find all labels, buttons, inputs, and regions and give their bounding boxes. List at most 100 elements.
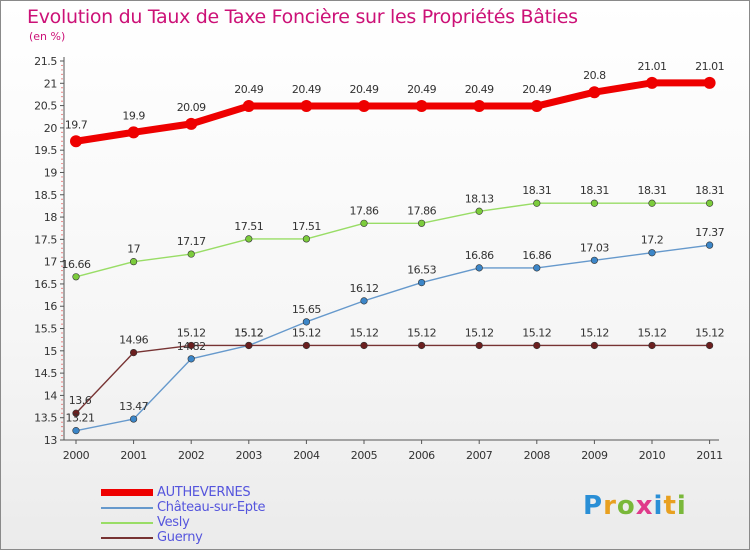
x-tick-label: 2007 xyxy=(466,449,493,462)
y-tick-label: 21.5 xyxy=(34,55,57,68)
data-point-vesly xyxy=(72,273,80,281)
data-label-guerny: 15.12 xyxy=(638,326,667,339)
y-minor-tick xyxy=(61,376,63,379)
legend-swatch xyxy=(101,489,153,496)
y-minor-tick xyxy=(61,180,63,182)
data-point-guerny xyxy=(187,341,195,350)
y-minor-tick xyxy=(61,91,63,93)
x-tick-label: 2004 xyxy=(293,449,320,462)
y-minor-tick xyxy=(61,403,63,405)
series-line-chateau-sur-epte xyxy=(75,244,711,432)
y-minor-tick xyxy=(61,434,63,437)
y-tick-label: 21 xyxy=(44,77,57,90)
y-minor-tick xyxy=(61,158,63,160)
y-minor-tick xyxy=(61,185,63,187)
data-label-chateau-sur-epte: 17.37 xyxy=(695,226,724,239)
y-minor-tick xyxy=(61,140,63,142)
data-label-chateau-sur-epte: 17.03 xyxy=(580,241,609,254)
y-minor-tick xyxy=(61,265,63,267)
data-point-guerny xyxy=(418,341,426,350)
data-label-chateau-sur-epte: 13.47 xyxy=(119,400,148,413)
data-label-guerny: 15.12 xyxy=(465,326,494,339)
y-minor-tick xyxy=(61,203,63,205)
data-label-guerny: 15.12 xyxy=(522,326,551,339)
data-label-authevernes: 19.7 xyxy=(65,118,88,131)
data-point-vesly xyxy=(590,199,599,207)
data-point-chateau-sur-epte xyxy=(187,355,195,363)
y-minor-tick xyxy=(61,412,63,414)
y-minor-tick xyxy=(61,274,63,276)
data-label-chateau-sur-epte: 15.12 xyxy=(234,326,263,339)
data-label-chateau-sur-epte: 16.12 xyxy=(350,282,379,295)
y-minor-tick xyxy=(61,145,63,147)
data-label-chateau-sur-epte: 17.2 xyxy=(641,234,664,247)
legend-item-guerny: Guerny xyxy=(101,530,265,545)
data-label-vesly: 17 xyxy=(127,243,140,256)
data-label-vesly: 17.17 xyxy=(177,235,206,248)
data-label-vesly: 17.51 xyxy=(292,220,321,233)
data-label-authevernes: 19.9 xyxy=(122,109,145,122)
x-tick-label: 2008 xyxy=(524,449,551,462)
data-label-vesly: 18.31 xyxy=(522,184,551,197)
y-axis-unit: (en %) xyxy=(29,30,66,43)
y-minor-tick xyxy=(61,332,63,334)
data-point-guerny xyxy=(648,341,656,350)
y-minor-tick xyxy=(61,354,63,356)
series-line-vesly xyxy=(75,202,711,278)
y-minor-tick xyxy=(61,69,63,71)
data-label-authevernes: 20.49 xyxy=(407,83,436,96)
y-minor-tick xyxy=(61,430,63,432)
data-point-chateau-sur-epte xyxy=(302,318,311,326)
data-label-guerny: 13.6 xyxy=(69,394,92,407)
data-point-chateau-sur-epte xyxy=(648,249,656,257)
legend-item-chateau-sur-epte: Château-sur-Epte xyxy=(101,500,266,515)
data-point-chateau-sur-epte xyxy=(418,279,426,287)
y-minor-tick xyxy=(61,390,63,392)
y-minor-tick xyxy=(61,399,63,401)
data-point-guerny xyxy=(705,341,714,350)
data-label-guerny: 15.12 xyxy=(234,326,263,339)
data-point-guerny xyxy=(245,341,253,350)
series-line-guerny xyxy=(75,344,711,414)
data-point-chateau-sur-epte xyxy=(705,241,714,249)
y-minor-tick xyxy=(61,189,63,191)
y-tick-label: 17 xyxy=(44,256,58,269)
y-minor-tick xyxy=(61,73,63,75)
y-minor-tick xyxy=(61,78,63,80)
data-point-authevernes xyxy=(646,76,658,89)
y-tick-label: 13 xyxy=(44,434,58,447)
data-point-authevernes xyxy=(300,100,313,113)
data-point-vesly xyxy=(130,258,138,266)
y-minor-tick xyxy=(61,314,63,316)
y-minor-tick xyxy=(61,341,63,343)
y-minor-tick xyxy=(61,310,63,312)
data-point-chateau-sur-epte xyxy=(72,427,80,435)
y-minor-tick xyxy=(61,247,63,249)
data-label-vesly: 18.31 xyxy=(580,184,609,197)
data-point-guerny xyxy=(130,349,138,357)
data-point-guerny xyxy=(72,409,80,417)
legend-item-authevernes: AUTHEVERNES xyxy=(101,485,265,500)
y-minor-tick xyxy=(61,212,63,214)
y-minor-tick xyxy=(61,323,63,325)
y-minor-tick xyxy=(61,363,63,365)
data-point-authevernes xyxy=(530,100,543,113)
y-minor-tick xyxy=(61,292,63,294)
y-minor-tick xyxy=(61,368,63,370)
legend-swatch xyxy=(101,521,153,524)
y-minor-tick xyxy=(61,64,63,67)
y-minor-tick xyxy=(61,122,63,125)
legend-label: Vesly xyxy=(157,515,190,530)
y-minor-tick xyxy=(61,252,63,254)
y-minor-tick xyxy=(61,154,63,156)
data-point-vesly xyxy=(533,199,541,207)
y-minor-tick xyxy=(61,243,63,245)
data-point-vesly xyxy=(360,219,368,227)
data-label-guerny: 15.12 xyxy=(407,326,436,339)
data-label-guerny: 15.12 xyxy=(292,326,321,339)
x-tick-label: 2010 xyxy=(639,449,666,462)
y-minor-tick xyxy=(61,385,63,388)
y-tick-label: 13.5 xyxy=(34,412,57,425)
data-point-vesly xyxy=(648,199,656,207)
data-point-vesly xyxy=(245,235,253,243)
